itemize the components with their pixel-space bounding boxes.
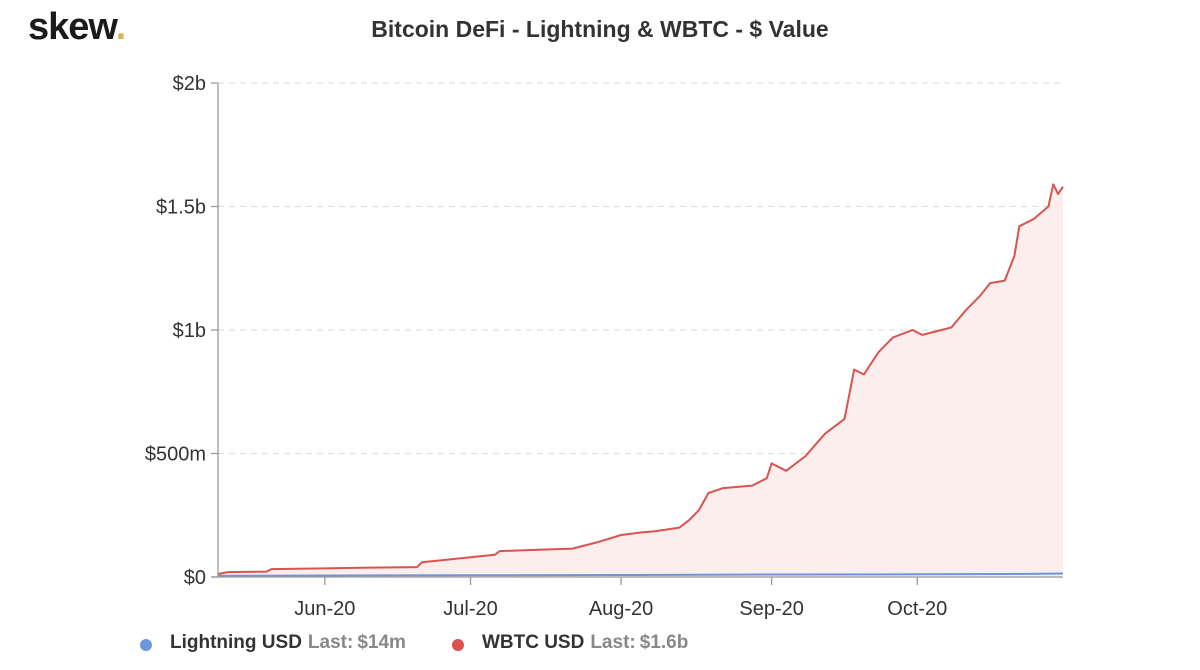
y-tick-label: $2b bbox=[173, 73, 206, 95]
x-tick-label: Sep-20 bbox=[739, 598, 804, 620]
y-tick-label: $1b bbox=[173, 320, 206, 342]
legend-last-value-wbtc: $1.6b bbox=[639, 632, 689, 653]
x-tick-label: Jul-20 bbox=[443, 598, 497, 620]
skew-logo: skew. bbox=[28, 6, 127, 49]
y-tick-label: $0 bbox=[184, 567, 206, 589]
chart-title: Bitcoin DeFi - Lightning & WBTC - $ Valu… bbox=[371, 16, 829, 42]
series-line-lightning-usd bbox=[217, 572, 1064, 577]
legend-last-value-lightning: $14m bbox=[357, 632, 406, 653]
x-tick-label: Oct-20 bbox=[887, 598, 947, 620]
y-tick-label: $1.5b bbox=[156, 197, 206, 219]
legend-last-label-wbtc: Last: bbox=[590, 632, 636, 653]
logo-dot: . bbox=[115, 6, 127, 48]
logo-text: skew bbox=[28, 6, 117, 48]
legend-last-label-lightning: Last: bbox=[307, 632, 354, 653]
chart-legend: Lightning USD Last: $14m WBTC USD Last: … bbox=[140, 632, 734, 654]
legend-item-lightning[interactable]: Lightning USD Last: $14m bbox=[140, 632, 406, 654]
legend-item-wbtc[interactable]: WBTC USD Last: $1.6b bbox=[451, 632, 689, 654]
series-line-wbtc-usd bbox=[217, 183, 1064, 575]
series-area-wbtc-usd bbox=[218, 184, 1063, 578]
x-tick-label: Aug-20 bbox=[589, 598, 654, 620]
legend-name-lightning: Lightning USD bbox=[170, 632, 302, 653]
legend-name-wbtc: WBTC USD bbox=[481, 632, 585, 653]
x-tick-label: Jun-20 bbox=[294, 598, 355, 620]
legend-dot-lightning bbox=[140, 639, 152, 651]
y-tick-label: $500m bbox=[145, 444, 206, 466]
legend-dot-wbtc bbox=[451, 639, 464, 651]
